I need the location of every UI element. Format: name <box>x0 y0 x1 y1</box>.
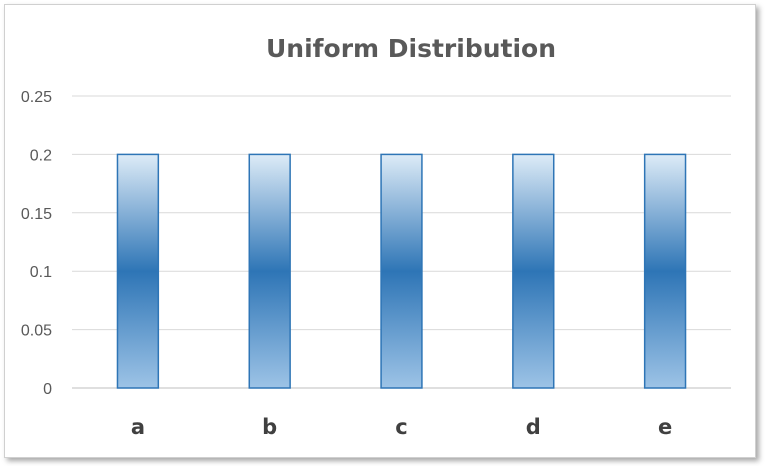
bar-b <box>248 153 291 389</box>
x-tick-label-a: a <box>131 415 145 439</box>
y-tick-label: 0 <box>43 381 52 398</box>
y-tick-label: 0.2 <box>30 147 52 164</box>
x-tick-label-c: c <box>395 415 407 439</box>
x-axis-ticks: a b c d e <box>131 415 672 439</box>
y-tick-label: 0.1 <box>30 264 52 281</box>
y-axis-ticks: 0 0.05 0.1 0.15 0.2 0.25 <box>21 89 52 398</box>
bar-d <box>512 153 555 389</box>
x-tick-label-b: b <box>262 415 277 439</box>
bar-c <box>380 153 423 389</box>
bar-a <box>116 153 160 389</box>
bar-e <box>643 153 687 389</box>
x-tick-label-e: e <box>658 415 672 439</box>
y-tick-label: 0.15 <box>21 206 52 223</box>
y-tick-label: 0.25 <box>21 89 52 106</box>
y-tick-label: 0.05 <box>21 323 52 340</box>
chart-title: Uniform Distribution <box>266 34 556 63</box>
bars <box>116 153 687 389</box>
x-tick-label-d: d <box>526 415 541 439</box>
